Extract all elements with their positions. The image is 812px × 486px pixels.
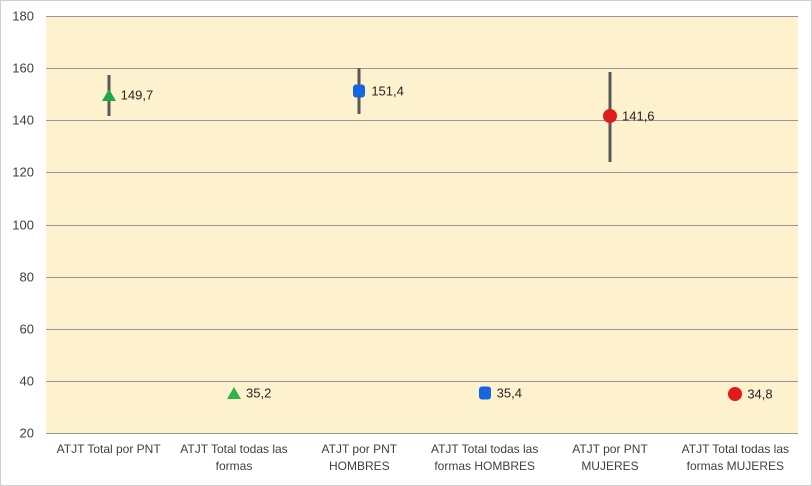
gridline — [46, 277, 798, 278]
data-label: 151,4 — [371, 83, 404, 99]
gridline — [46, 329, 798, 330]
data-label: 35,4 — [496, 385, 522, 401]
category-label: ATJT por PNT MUJERES — [572, 442, 648, 473]
marker-square[interactable] — [353, 84, 366, 98]
y-axis-tick-label: 40 — [19, 373, 34, 389]
y-axis: 180 160 140 120 100 80 60 40 20 — [1, 9, 34, 441]
gridline — [46, 16, 798, 17]
category-label: ATJT Total todas las formas HOMBRES — [430, 442, 539, 473]
data-label: 35,2 — [246, 385, 272, 401]
category-label: ATJT Total por PNT — [56, 442, 161, 456]
marker-square[interactable] — [478, 386, 491, 400]
marker-triangle[interactable] — [227, 387, 241, 400]
x-axis: ATJT Total por PNT ATJT Total todas las f… — [46, 441, 798, 483]
gridline — [46, 225, 798, 226]
category-label: ATJT por PNT HOMBRES — [321, 442, 398, 473]
data-label: 141,6 — [622, 108, 655, 124]
y-axis-tick-label: 20 — [19, 425, 34, 441]
y-axis-tick-label: 100 — [12, 217, 34, 232]
gridline — [46, 68, 798, 69]
data-label: 149,7 — [120, 87, 154, 103]
y-axis-tick-label: 140 — [12, 112, 34, 128]
marker-circle[interactable] — [728, 387, 743, 402]
y-axis-tick-label: 180 — [12, 8, 34, 24]
gridline — [46, 120, 798, 121]
y-axis-tick-label: 60 — [19, 321, 34, 337]
category-label: ATJT Total todas las formas MUJERES — [681, 442, 790, 473]
y-axis-tick-label: 160 — [12, 60, 34, 76]
y-axis-tick-label: 120 — [12, 164, 34, 180]
marker-circle[interactable] — [603, 109, 617, 124]
gridline — [46, 172, 798, 173]
marker-triangle[interactable] — [101, 88, 116, 101]
gridline — [46, 433, 798, 434]
gridline — [46, 381, 798, 382]
category-label: ATJT Total todas las formas — [180, 442, 288, 473]
data-label: 34,8 — [747, 386, 773, 402]
y-axis-tick-label: 80 — [19, 269, 34, 285]
plot-area: 149,7 35,2 151,4 35,4 141,6 34,8 — [46, 16, 798, 434]
